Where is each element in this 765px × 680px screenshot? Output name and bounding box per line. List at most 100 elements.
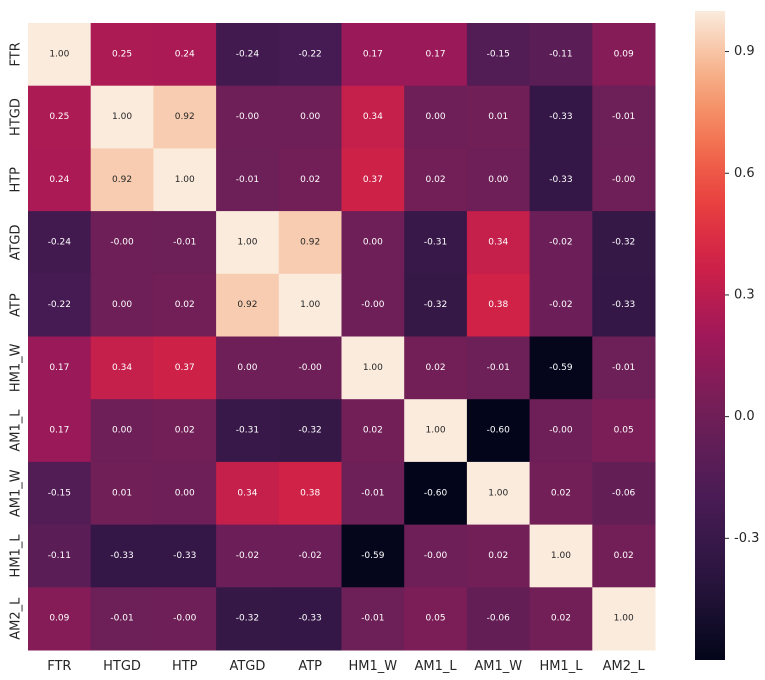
heatmap-cell bbox=[529, 524, 593, 588]
y-tick-label: AM1_W bbox=[9, 469, 24, 517]
colorbar: 0.9 0.6 0.3 0.0 -0.3 bbox=[695, 11, 759, 660]
heatmap-cell-value: 0.09 bbox=[614, 49, 634, 59]
heatmap-cell-value: -0.32 bbox=[236, 614, 259, 624]
heatmap-cell bbox=[278, 336, 342, 400]
heatmap-cell-value: 0.34 bbox=[488, 237, 508, 247]
x-tick-label: HM1_L bbox=[539, 659, 583, 674]
heatmap-cell-value: 1.00 bbox=[426, 426, 446, 436]
heatmap-cell-value: 0.24 bbox=[49, 175, 69, 185]
heatmap-cell bbox=[466, 336, 531, 400]
heatmap-cell-value: 0.00 bbox=[237, 363, 257, 373]
heatmap-cell bbox=[28, 273, 92, 337]
heatmap-cell-value: 1.00 bbox=[614, 614, 634, 624]
heatmap-cell bbox=[529, 23, 593, 87]
heatmap-cell bbox=[216, 23, 280, 87]
heatmap-cell-value: 1.00 bbox=[551, 551, 571, 561]
heatmap-cell bbox=[404, 273, 468, 337]
heatmap-cell bbox=[404, 399, 468, 463]
heatmap-cell-value: 1.00 bbox=[175, 175, 195, 185]
heatmap-cell-value: -0.59 bbox=[549, 363, 573, 373]
heatmap-cell-value: 0.00 bbox=[112, 300, 132, 310]
colorbar-gradient bbox=[695, 11, 725, 660]
heatmap-cell bbox=[592, 23, 656, 87]
heatmap-cell-value: -0.33 bbox=[110, 551, 133, 561]
heatmap-cell-value: -0.24 bbox=[236, 49, 260, 59]
heatmap-cell bbox=[341, 399, 405, 463]
heatmap-cell-value: 0.37 bbox=[363, 175, 383, 185]
heatmap-cell bbox=[216, 211, 280, 275]
heatmap-cell bbox=[592, 399, 656, 463]
heatmap-cell-value: 0.00 bbox=[488, 175, 508, 185]
x-tick-label: ATP bbox=[298, 659, 322, 674]
heatmap-cell bbox=[466, 587, 531, 651]
heatmap-cell bbox=[278, 587, 342, 651]
heatmap-cell-value: 1.00 bbox=[488, 488, 508, 498]
heatmap-cell-value: 0.00 bbox=[300, 112, 320, 122]
heatmap-cell-value: -0.06 bbox=[612, 488, 636, 498]
heatmap-cell bbox=[90, 399, 154, 463]
heatmap-cell-value: -0.11 bbox=[549, 49, 572, 59]
heatmap-cell bbox=[90, 587, 154, 651]
heatmap-cell bbox=[341, 336, 405, 400]
heatmap-cell bbox=[153, 273, 217, 337]
heatmap-cell-value: -0.60 bbox=[487, 426, 511, 436]
heatmap-cell-value: -0.01 bbox=[361, 614, 384, 624]
heatmap-cell-value: 0.25 bbox=[49, 112, 69, 122]
heatmap-cell bbox=[153, 461, 217, 526]
heatmap-cell-value: -0.01 bbox=[361, 488, 384, 498]
heatmap-cell-value: 0.02 bbox=[175, 426, 195, 436]
heatmap-cell bbox=[404, 587, 468, 651]
heatmap-cell bbox=[341, 461, 405, 526]
colorbar-tick-label: 0.6 bbox=[734, 166, 755, 181]
heatmap-cell-value: 0.17 bbox=[49, 363, 69, 373]
heatmap-cell bbox=[153, 336, 217, 400]
heatmap-cell bbox=[28, 211, 92, 275]
heatmap-cell bbox=[90, 336, 154, 400]
heatmap-cell-value: 0.92 bbox=[112, 175, 132, 185]
y-tick-label: ATP bbox=[9, 293, 24, 317]
heatmap-cell bbox=[90, 85, 154, 149]
heatmap-cell-value: 0.02 bbox=[614, 551, 634, 561]
y-tick-label: HM1_W bbox=[9, 343, 24, 392]
heatmap-cell bbox=[466, 85, 531, 149]
heatmap-cell-value: 0.00 bbox=[363, 237, 383, 247]
y-tick-label: AM2_L bbox=[9, 597, 24, 640]
colorbar-tick-label: -0.3 bbox=[734, 531, 759, 546]
heatmap-cell bbox=[278, 148, 342, 212]
heatmap-cell-value: -0.32 bbox=[424, 300, 447, 310]
heatmap-cell bbox=[28, 85, 92, 149]
heatmap-cell-value: 0.05 bbox=[426, 614, 446, 624]
heatmap-cell bbox=[216, 461, 280, 526]
heatmap-cell-value: -0.32 bbox=[299, 426, 322, 436]
y-tick-label: AM1_L bbox=[9, 409, 24, 452]
heatmap-cell bbox=[529, 399, 593, 463]
heatmap-cell bbox=[592, 587, 656, 651]
x-tick-label: AM1_W bbox=[474, 659, 522, 674]
y-tick-label: FTR bbox=[9, 42, 24, 66]
heatmap-cell-value: -0.01 bbox=[487, 363, 510, 373]
heatmap-cell bbox=[529, 336, 593, 400]
heatmap-cell-value: 0.00 bbox=[426, 112, 446, 122]
heatmap-cell bbox=[216, 85, 280, 149]
y-tick-label: HTGD bbox=[9, 98, 24, 136]
heatmap-cell bbox=[592, 85, 656, 149]
heatmap-cell-value: 0.38 bbox=[300, 488, 320, 498]
heatmap-cell-value: -0.00 bbox=[236, 112, 260, 122]
heatmap-cell-value: -0.60 bbox=[424, 488, 448, 498]
heatmap-cell-value: -0.00 bbox=[361, 300, 385, 310]
heatmap-cell-value: 0.34 bbox=[237, 488, 257, 498]
heatmap-cell bbox=[404, 524, 468, 588]
heatmap-cell-value: 0.24 bbox=[175, 49, 195, 59]
heatmap-cell-value: 0.02 bbox=[363, 426, 383, 436]
heatmap-cell-value: -0.33 bbox=[173, 551, 196, 561]
heatmap-cell-value: 0.17 bbox=[426, 49, 446, 59]
heatmap-cell bbox=[341, 524, 405, 588]
heatmap-cell bbox=[216, 336, 280, 400]
heatmap-cell bbox=[153, 524, 217, 588]
heatmap-cell bbox=[278, 85, 342, 149]
x-tick-label: HTP bbox=[172, 659, 198, 674]
heatmap-cell-value: 1.00 bbox=[300, 300, 320, 310]
heatmap-cell-value: -0.00 bbox=[424, 551, 448, 561]
heatmap-cell bbox=[592, 211, 656, 275]
